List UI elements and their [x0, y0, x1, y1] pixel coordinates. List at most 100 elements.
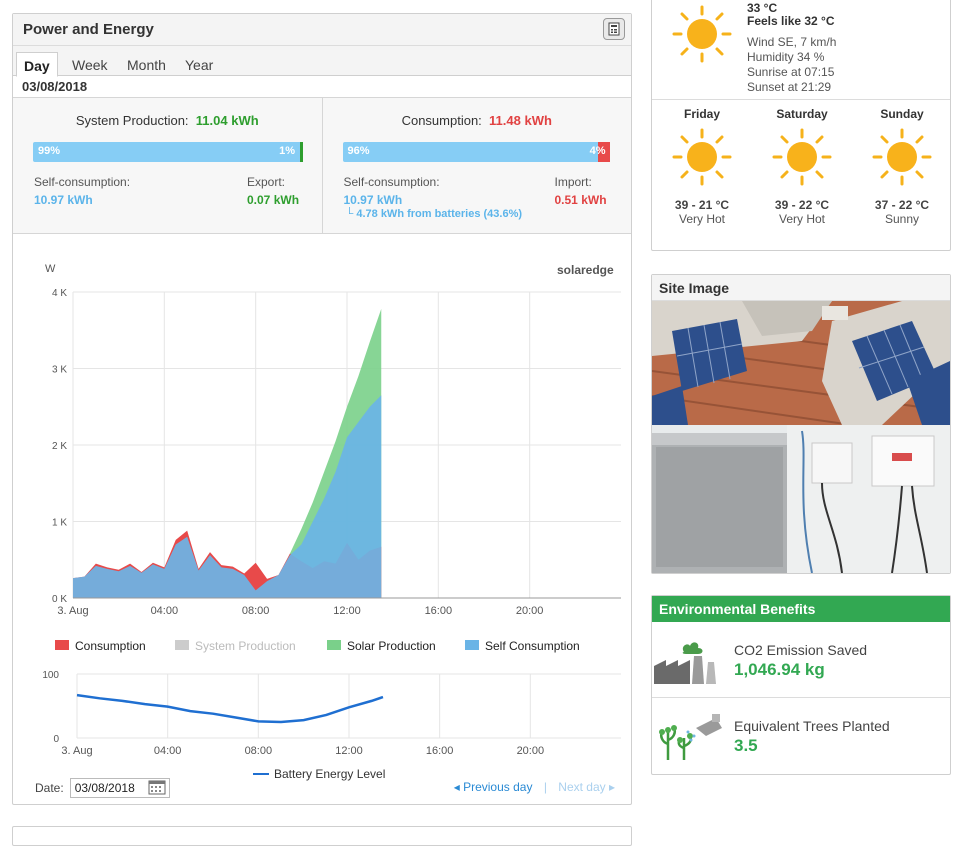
- power-panel-title: Power and Energy: [23, 21, 154, 38]
- production-self-pct: 99%: [38, 145, 61, 157]
- battery-x-tick: 20:00: [517, 745, 545, 757]
- chart-x-tick: 16:00: [425, 605, 453, 617]
- sun-icon: [672, 5, 732, 63]
- consumption-summary: Consumption: 11.48 kWh 96% 4% Self-consu…: [323, 98, 632, 233]
- battery-x-tick: 3. Aug: [61, 745, 92, 757]
- forecast-day: Friday 39 - 21 °C Very Hot: [652, 107, 752, 226]
- battery-energy-line: [76, 693, 384, 724]
- energy-summary: System Production: 11.04 kWh 99% 1% Self…: [13, 98, 631, 234]
- power-energy-panel: Power and Energy Day Week Month Year 03/…: [12, 13, 632, 805]
- sunrise-info: Sunrise at 07:15: [747, 65, 835, 79]
- forecast-desc: Very Hot: [678, 212, 726, 226]
- production-self-value: 10.97 kWh: [34, 193, 93, 207]
- forecast-day: Sunday 37 - 22 °C Sunny: [852, 107, 952, 226]
- forecast-temp: 39 - 22 °C: [774, 198, 830, 212]
- production-export-pct: 1%: [279, 145, 295, 157]
- consumption-bar: 96% 4%: [342, 142, 610, 162]
- sun-icon: [772, 128, 832, 186]
- tab-month[interactable]: Month: [127, 57, 166, 73]
- batteries-note: └ 4.78 kWh from batteries (43.6%): [345, 208, 523, 220]
- trees-label: Equivalent Trees Planted: [734, 718, 890, 734]
- chart-x-tick: 04:00: [151, 605, 179, 617]
- consumption-import-fill: [597, 142, 610, 162]
- production-export-value: 0.07 kWh: [247, 193, 300, 207]
- consumption-import-value: 0.51 kWh: [554, 193, 607, 207]
- chart-x-tick: 3. Aug: [57, 605, 88, 617]
- current-temp: 33 °C: [747, 1, 778, 15]
- production-export-fill: [300, 142, 303, 162]
- site-image-title: Site Image: [652, 275, 950, 301]
- weather-panel: 33 °C Feels like 32 °C Wind SE, 7 km/h H…: [651, 0, 951, 251]
- chart-y-tick: 2 K: [52, 441, 67, 452]
- consumption-self-label: Self-consumption:: [343, 175, 440, 189]
- consumption-import-pct: 4%: [589, 145, 606, 157]
- forecast-desc: Very Hot: [778, 212, 826, 226]
- battery-y-tick: 100: [42, 670, 59, 681]
- calendar-icon[interactable]: [148, 779, 166, 798]
- wind-info: Wind SE, 7 km/h: [747, 35, 837, 49]
- sun-icon: [872, 128, 932, 186]
- legend-swatch: [327, 640, 341, 650]
- forecast-temp: 39 - 21 °C: [674, 198, 730, 212]
- sun-icon: [672, 128, 732, 186]
- self-consumption-area: [73, 395, 382, 598]
- solar-production-area: [73, 308, 382, 598]
- date-picker: Date:: [35, 778, 170, 798]
- co2-label: CO2 Emission Saved: [734, 642, 868, 658]
- production-total: 11.04 kWh: [195, 113, 259, 128]
- consumption-self-value: 10.97 kWh: [343, 193, 403, 207]
- previous-day-link[interactable]: ◂ Previous day: [453, 780, 533, 794]
- production-export-label: Export:: [247, 175, 286, 189]
- next-day-link[interactable]: Next day ▸: [558, 780, 615, 794]
- legend-swatch: [465, 640, 479, 650]
- chart-x-tick: 12:00: [333, 605, 361, 617]
- date-input[interactable]: [69, 778, 170, 798]
- battery-x-tick: 12:00: [335, 745, 363, 757]
- feels-like: Feels like 32 °C: [747, 14, 835, 28]
- chart-y-tick: 1 K: [52, 518, 67, 529]
- forecast-day: Saturday 39 - 22 °C Very Hot: [752, 107, 852, 226]
- legend-item: System Production: [195, 639, 296, 653]
- chart-x-tick: 08:00: [242, 605, 270, 617]
- sunset-info: Sunset at 21:29: [747, 80, 832, 94]
- environmental-benefits-title: Environmental Benefits: [652, 596, 950, 622]
- humidity-info: Humidity 34 %: [747, 50, 825, 64]
- battery-x-tick: 16:00: [426, 745, 454, 757]
- forecast-temp: 37 - 22 °C: [874, 198, 930, 212]
- current-date: 03/08/2018: [13, 76, 631, 98]
- chart-y-tick: 0 K: [52, 594, 67, 605]
- day-navigation: ◂ Previous day | Next day ▸: [454, 780, 615, 794]
- environmental-benefits-panel: Environmental Benefits CO2 Emission Save…: [651, 595, 951, 775]
- forecast-day-name: Sunday: [880, 107, 924, 121]
- site-photo[interactable]: [652, 301, 950, 573]
- co2-row: CO2 Emission Saved 1,046.94 kg: [652, 622, 950, 698]
- co2-value: 1,046.94 kg: [734, 660, 825, 679]
- chart-y-axis-label: W: [45, 263, 56, 275]
- tab-year[interactable]: Year: [185, 57, 214, 73]
- production-heading-label: System Production:: [75, 113, 189, 128]
- tab-week[interactable]: Week: [72, 57, 108, 73]
- next-panel-partial: [12, 826, 632, 846]
- legend-item: Solar Production: [347, 639, 436, 653]
- consumption-heading: Consumption: 11.48 kWh: [323, 113, 632, 128]
- consumption-total: 11.48 kWh: [489, 113, 552, 128]
- trees-value: 3.5: [734, 736, 758, 755]
- consumption-self-pct: 96%: [347, 145, 370, 157]
- battery-legend-label: Battery Energy Level: [274, 767, 385, 781]
- battery-x-tick: 04:00: [154, 745, 182, 757]
- chart-y-tick: 3 K: [52, 365, 67, 376]
- consumption-import-label: Import:: [554, 175, 592, 189]
- tree-planting-icon: [659, 714, 722, 760]
- nav-separator: |: [543, 780, 547, 794]
- trees-row: Equivalent Trees Planted 3.5: [652, 698, 950, 774]
- date-label: Date:: [35, 781, 64, 795]
- export-icon[interactable]: [603, 18, 625, 40]
- legend-swatch: [55, 640, 69, 650]
- forecast-desc: Sunny: [884, 212, 920, 226]
- forecast-divider: [652, 99, 950, 100]
- tab-day[interactable]: Day: [16, 52, 58, 77]
- production-self-label: Self-consumption:: [34, 175, 131, 189]
- site-image-panel: Site Image: [651, 274, 951, 574]
- power-panel-header: Power and Energy: [13, 14, 631, 46]
